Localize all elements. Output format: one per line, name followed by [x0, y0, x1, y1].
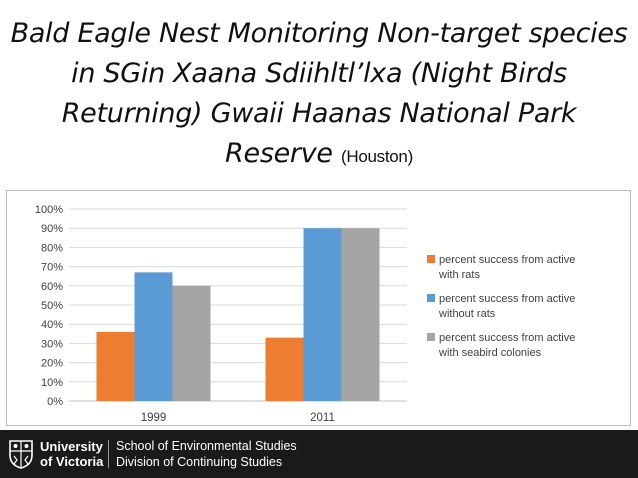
university-crest-icon: [9, 440, 33, 469]
y-tick-label: 90%: [41, 223, 63, 235]
legend-swatch: [427, 294, 435, 302]
legend-swatch: [427, 333, 435, 341]
y-tick-label: 60%: [41, 281, 63, 293]
bar-chart: 0% 10% 20% 30% 40% 50% 60% 70% 80% 90% 100% 1999 201…: [35, 204, 575, 424]
department-name: School of Environmental Studies Division…: [116, 439, 297, 470]
bar: [303, 228, 342, 401]
y-tick-label: 100%: [35, 204, 63, 216]
bar: [265, 337, 304, 401]
footer-bar: University of Victoria School of Environ…: [0, 430, 638, 478]
bar: [134, 272, 173, 401]
y-tick-label: 10%: [41, 377, 63, 389]
x-tick-label: 2011: [310, 412, 335, 424]
legend-entry: percent success from active without rats: [438, 293, 575, 320]
y-tick-label: 20%: [41, 358, 63, 370]
university-name: University of Victoria: [40, 439, 103, 469]
slide-title: Bald Eagle Nest Monitoring Non-target sp…: [10, 14, 628, 177]
slide-title-suffix: (Houston): [340, 147, 413, 166]
y-tick-label: 50%: [41, 300, 63, 312]
bar: [172, 285, 211, 401]
y-tick-label: 70%: [41, 262, 63, 274]
university-name-line1: University: [40, 439, 103, 454]
footer-divider: [108, 440, 109, 468]
y-tick-label: 0%: [47, 396, 63, 408]
bar: [96, 331, 135, 401]
department-line2: Division of Continuing Studies: [116, 454, 283, 469]
y-tick-label: 30%: [41, 338, 63, 350]
university-name-line2: of Victoria: [40, 454, 104, 469]
y-tick-label: 80%: [41, 242, 63, 254]
chart-container: 0% 10% 20% 30% 40% 50% 60% 70% 80% 90% 100% 1999 201…: [6, 190, 631, 426]
legend-entry: percent success from active with rats: [438, 254, 575, 281]
x-tick-label: 1999: [141, 412, 167, 424]
slide-title-main: Bald Eagle Nest Monitoring Non-target sp…: [10, 18, 628, 169]
y-tick-label: 40%: [41, 319, 63, 331]
legend-swatch: [427, 255, 435, 263]
bar: [341, 228, 380, 401]
legend-entry: percent success from active with seabird …: [438, 332, 575, 359]
department-line1: School of Environmental Studies: [116, 439, 297, 453]
